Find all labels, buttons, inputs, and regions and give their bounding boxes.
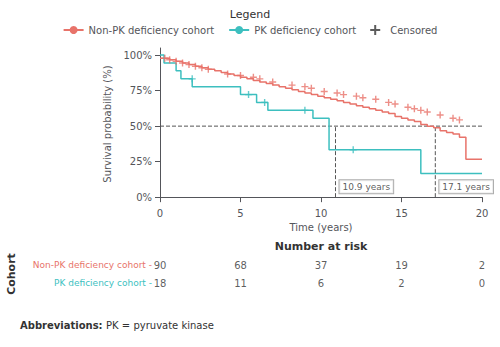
svg-text:90: 90 [154, 260, 167, 271]
svg-text:10: 10 [315, 208, 328, 219]
svg-text:Cohort: Cohort [5, 253, 18, 295]
svg-text:15: 15 [395, 208, 408, 219]
svg-text:11: 11 [234, 278, 247, 289]
svg-text:PK deficiency cohort: PK deficiency cohort [254, 25, 356, 36]
svg-text:PK deficiency cohort -: PK deficiency cohort - [54, 278, 152, 288]
svg-text:6: 6 [318, 278, 324, 289]
svg-text:25%: 25% [130, 156, 152, 167]
svg-text:50%: 50% [130, 121, 152, 132]
svg-text:18: 18 [154, 278, 167, 289]
svg-text:2: 2 [479, 260, 485, 271]
svg-text:Survival probability (%): Survival probability (%) [102, 65, 113, 182]
svg-text:2: 2 [398, 278, 404, 289]
svg-text:PK = pyruvate kinase: PK = pyruvate kinase [106, 320, 214, 331]
svg-text:68: 68 [234, 260, 247, 271]
svg-text:17.1 years: 17.1 years [442, 182, 490, 192]
svg-text:5: 5 [237, 208, 243, 219]
svg-text:Abbreviations:: Abbreviations: [20, 320, 106, 331]
svg-text:0: 0 [479, 278, 485, 289]
svg-text:19: 19 [395, 260, 408, 271]
svg-text:0: 0 [157, 208, 163, 219]
svg-text:Non-PK deficiency cohort -: Non-PK deficiency cohort - [33, 260, 152, 270]
svg-text:100%: 100% [123, 50, 152, 61]
svg-text:Time (years): Time (years) [289, 222, 353, 233]
svg-text:0%: 0% [136, 192, 152, 203]
svg-text:Non-PK deficiency cohort: Non-PK deficiency cohort [89, 25, 215, 36]
svg-text:10.9 years: 10.9 years [342, 182, 390, 192]
svg-text:37: 37 [315, 260, 328, 271]
svg-text:75%: 75% [130, 85, 152, 96]
svg-text:Legend: Legend [230, 8, 270, 21]
svg-text:Censored: Censored [390, 25, 437, 36]
svg-text:20: 20 [476, 208, 489, 219]
svg-text:Number at risk: Number at risk [275, 240, 368, 253]
